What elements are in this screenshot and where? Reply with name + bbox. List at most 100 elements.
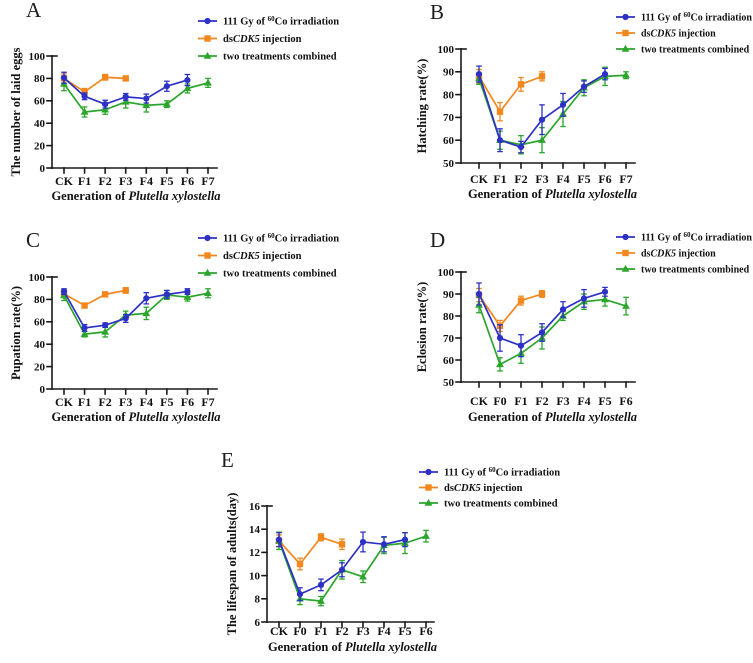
- data-point-square: [496, 108, 504, 115]
- data-point-circle: [559, 101, 567, 108]
- data-point-triangle: [142, 309, 151, 317]
- legend-square-icon: [204, 35, 211, 42]
- legend-label: two treatments combined: [223, 52, 337, 63]
- x-tick-label: F2: [514, 172, 527, 186]
- legend-row-irradiation: 111 Gy of 60Co irradiation: [616, 231, 752, 244]
- y-tick-label: 80: [34, 294, 46, 306]
- legend-text-part: injection: [481, 483, 523, 494]
- y-tick-label: 100: [438, 267, 455, 279]
- data-point-circle: [401, 536, 409, 543]
- legend-label: dsCDK5 injection: [444, 483, 523, 494]
- legend-text-part: two treatments combined: [444, 499, 558, 510]
- y-tick-label: 60: [443, 355, 455, 367]
- y-tick-label: 40: [34, 339, 46, 351]
- legend-square-icon: [204, 252, 211, 259]
- data-point-square: [538, 73, 546, 80]
- x-axis-title-prefix: Generation of: [268, 640, 345, 654]
- data-point-triangle: [538, 136, 546, 143]
- legend-label: two treatments combined: [641, 45, 750, 56]
- legend-text-part: two treatments combined: [223, 269, 337, 280]
- legend-label: 111 Gy of 60Co irradiation: [641, 11, 752, 24]
- data-point-circle: [143, 295, 150, 302]
- tick-labels: 0 20 40 60 80 100 CK F1 F2 F3 F4 F5 F6 F7: [29, 51, 215, 188]
- data-point-circle: [102, 322, 109, 329]
- legend-label: two treatments combined: [223, 269, 337, 280]
- data-point-triangle: [183, 84, 192, 92]
- chart-lifespan: 6 8 10 12 14 16 CK F0 F1 F2 F3 F4 F5 F6 The lifespan o…: [225, 466, 560, 654]
- series-irradiation: [475, 65, 609, 154]
- legend-row-irradiation: 111 Gy of 60Co irradiation: [198, 15, 339, 28]
- data-point-triangle: [422, 532, 430, 539]
- data-point-square: [101, 291, 109, 298]
- data-point-square: [101, 74, 109, 81]
- y-axis-title: The number of laid eggs: [9, 47, 23, 176]
- legend-text-part: 111 Gy of: [223, 234, 268, 245]
- y-tick-label: 12: [249, 547, 261, 559]
- x-axis-title-species: Plutella xylostella: [129, 410, 221, 424]
- x-tick-label: F2: [98, 395, 111, 409]
- tick-labels: 50 60 70 80 90 100 CK F0 F1 F2 F3 F4 F5 F6: [438, 267, 633, 408]
- y-tick-label: 16: [249, 501, 261, 513]
- legend-triangle-icon: [203, 268, 212, 276]
- panel-e: E 6 8 10 12 14 16 CK F0 F1 F2 F3 F4 F5 F6 The lifespan…: [190, 440, 570, 663]
- legend-text-sup: 60: [268, 232, 276, 240]
- data-point-circle: [338, 566, 346, 573]
- legend-text-part: ds: [444, 483, 454, 494]
- legend-label: 111 Gy of 60Co irradiation: [223, 15, 339, 28]
- data-point-circle: [275, 536, 283, 543]
- data-point-square: [81, 302, 88, 309]
- legend-circle-icon: [204, 234, 211, 242]
- data-point-circle: [380, 541, 388, 548]
- series-line: [63, 289, 126, 307]
- x-axis-title-species: Plutella xylostella: [545, 410, 637, 424]
- x-tick-label: F1: [314, 624, 327, 638]
- legend-text-part: ds: [641, 249, 651, 260]
- axes: [46, 276, 218, 395]
- legend-label: two treatments combined: [444, 499, 558, 510]
- legend-text-sup: 60: [684, 11, 692, 19]
- series-irradiation: [60, 71, 191, 109]
- data-point-triangle: [317, 597, 325, 604]
- data-point-square: [296, 560, 304, 568]
- legend-text-part: injection: [676, 29, 716, 40]
- legend-text-italic: CDK5: [650, 249, 676, 260]
- legend-label: two treatments combined: [641, 265, 750, 276]
- data-point-triangle: [496, 360, 504, 368]
- panel-e-letter: E: [221, 448, 234, 472]
- axes: [46, 55, 218, 174]
- x-tick-label: F6: [181, 395, 194, 409]
- legend-text-part: 111 Gy of: [641, 233, 684, 244]
- legend-circle-icon: [622, 13, 629, 21]
- y-tick-label: 90: [443, 289, 455, 301]
- data-point-circle: [184, 288, 191, 295]
- y-axis-title: Hatching rate(%): [415, 59, 429, 154]
- data-point-triangle: [359, 572, 367, 580]
- data-point-triangle: [204, 78, 212, 86]
- data-point-triangle: [622, 302, 630, 309]
- x-tick-label: F6: [598, 172, 611, 186]
- data-point-square: [81, 88, 88, 96]
- legend-text-part: 111 Gy of: [223, 17, 268, 28]
- legend: 111 Gy of 60Co irradiation dsCDK5 injecti…: [198, 232, 339, 280]
- x-tick-label: CK: [270, 624, 289, 638]
- x-tick-label: CK: [55, 174, 74, 188]
- data-point-circle: [601, 70, 609, 78]
- legend-text-part: ds: [223, 251, 233, 262]
- data-point-square: [517, 297, 525, 304]
- chart-eclosion-rate: 50 60 70 80 90 100 CK F0 F1 F2 F3 F4 F5 F6 Eclosion ra…: [415, 231, 752, 424]
- legend-text-part: two treatments combined: [223, 52, 337, 63]
- legend-label: 111 Gy of 60Co irradiation: [641, 231, 752, 244]
- legend-label: dsCDK5 injection: [641, 249, 716, 260]
- tick-labels: 6 8 10 12 14 16 CK F0 F1 F2 F3 F4 F5 F6: [249, 501, 433, 638]
- x-tick-label: F2: [335, 624, 348, 638]
- series-line: [63, 76, 126, 93]
- x-axis-title-species: Plutella xylostella: [345, 640, 437, 654]
- x-axis-title: Generation of Plutella xylostella: [268, 640, 437, 654]
- chart-hatching-rate: 50 60 70 80 90 100 CK F1 F2 F3 F4 F5 F6 F7 Hatching ra…: [415, 11, 752, 201]
- series-line: [278, 535, 427, 602]
- chart-pupation-rate: 0 20 40 60 80 100 CK F1 F2 F3 F4 F5 F6 F7 Pupation rat…: [9, 232, 339, 424]
- data-point-square: [122, 287, 129, 294]
- panel-c: C 0 20 40 60 80 100 CK F1 F2 F3 F4 F5 F6 F7 Pupation r…: [0, 222, 376, 446]
- legend: 111 Gy of 60Co irradiation dsCDK5 injecti…: [616, 11, 752, 56]
- y-tick-label: 80: [443, 311, 455, 323]
